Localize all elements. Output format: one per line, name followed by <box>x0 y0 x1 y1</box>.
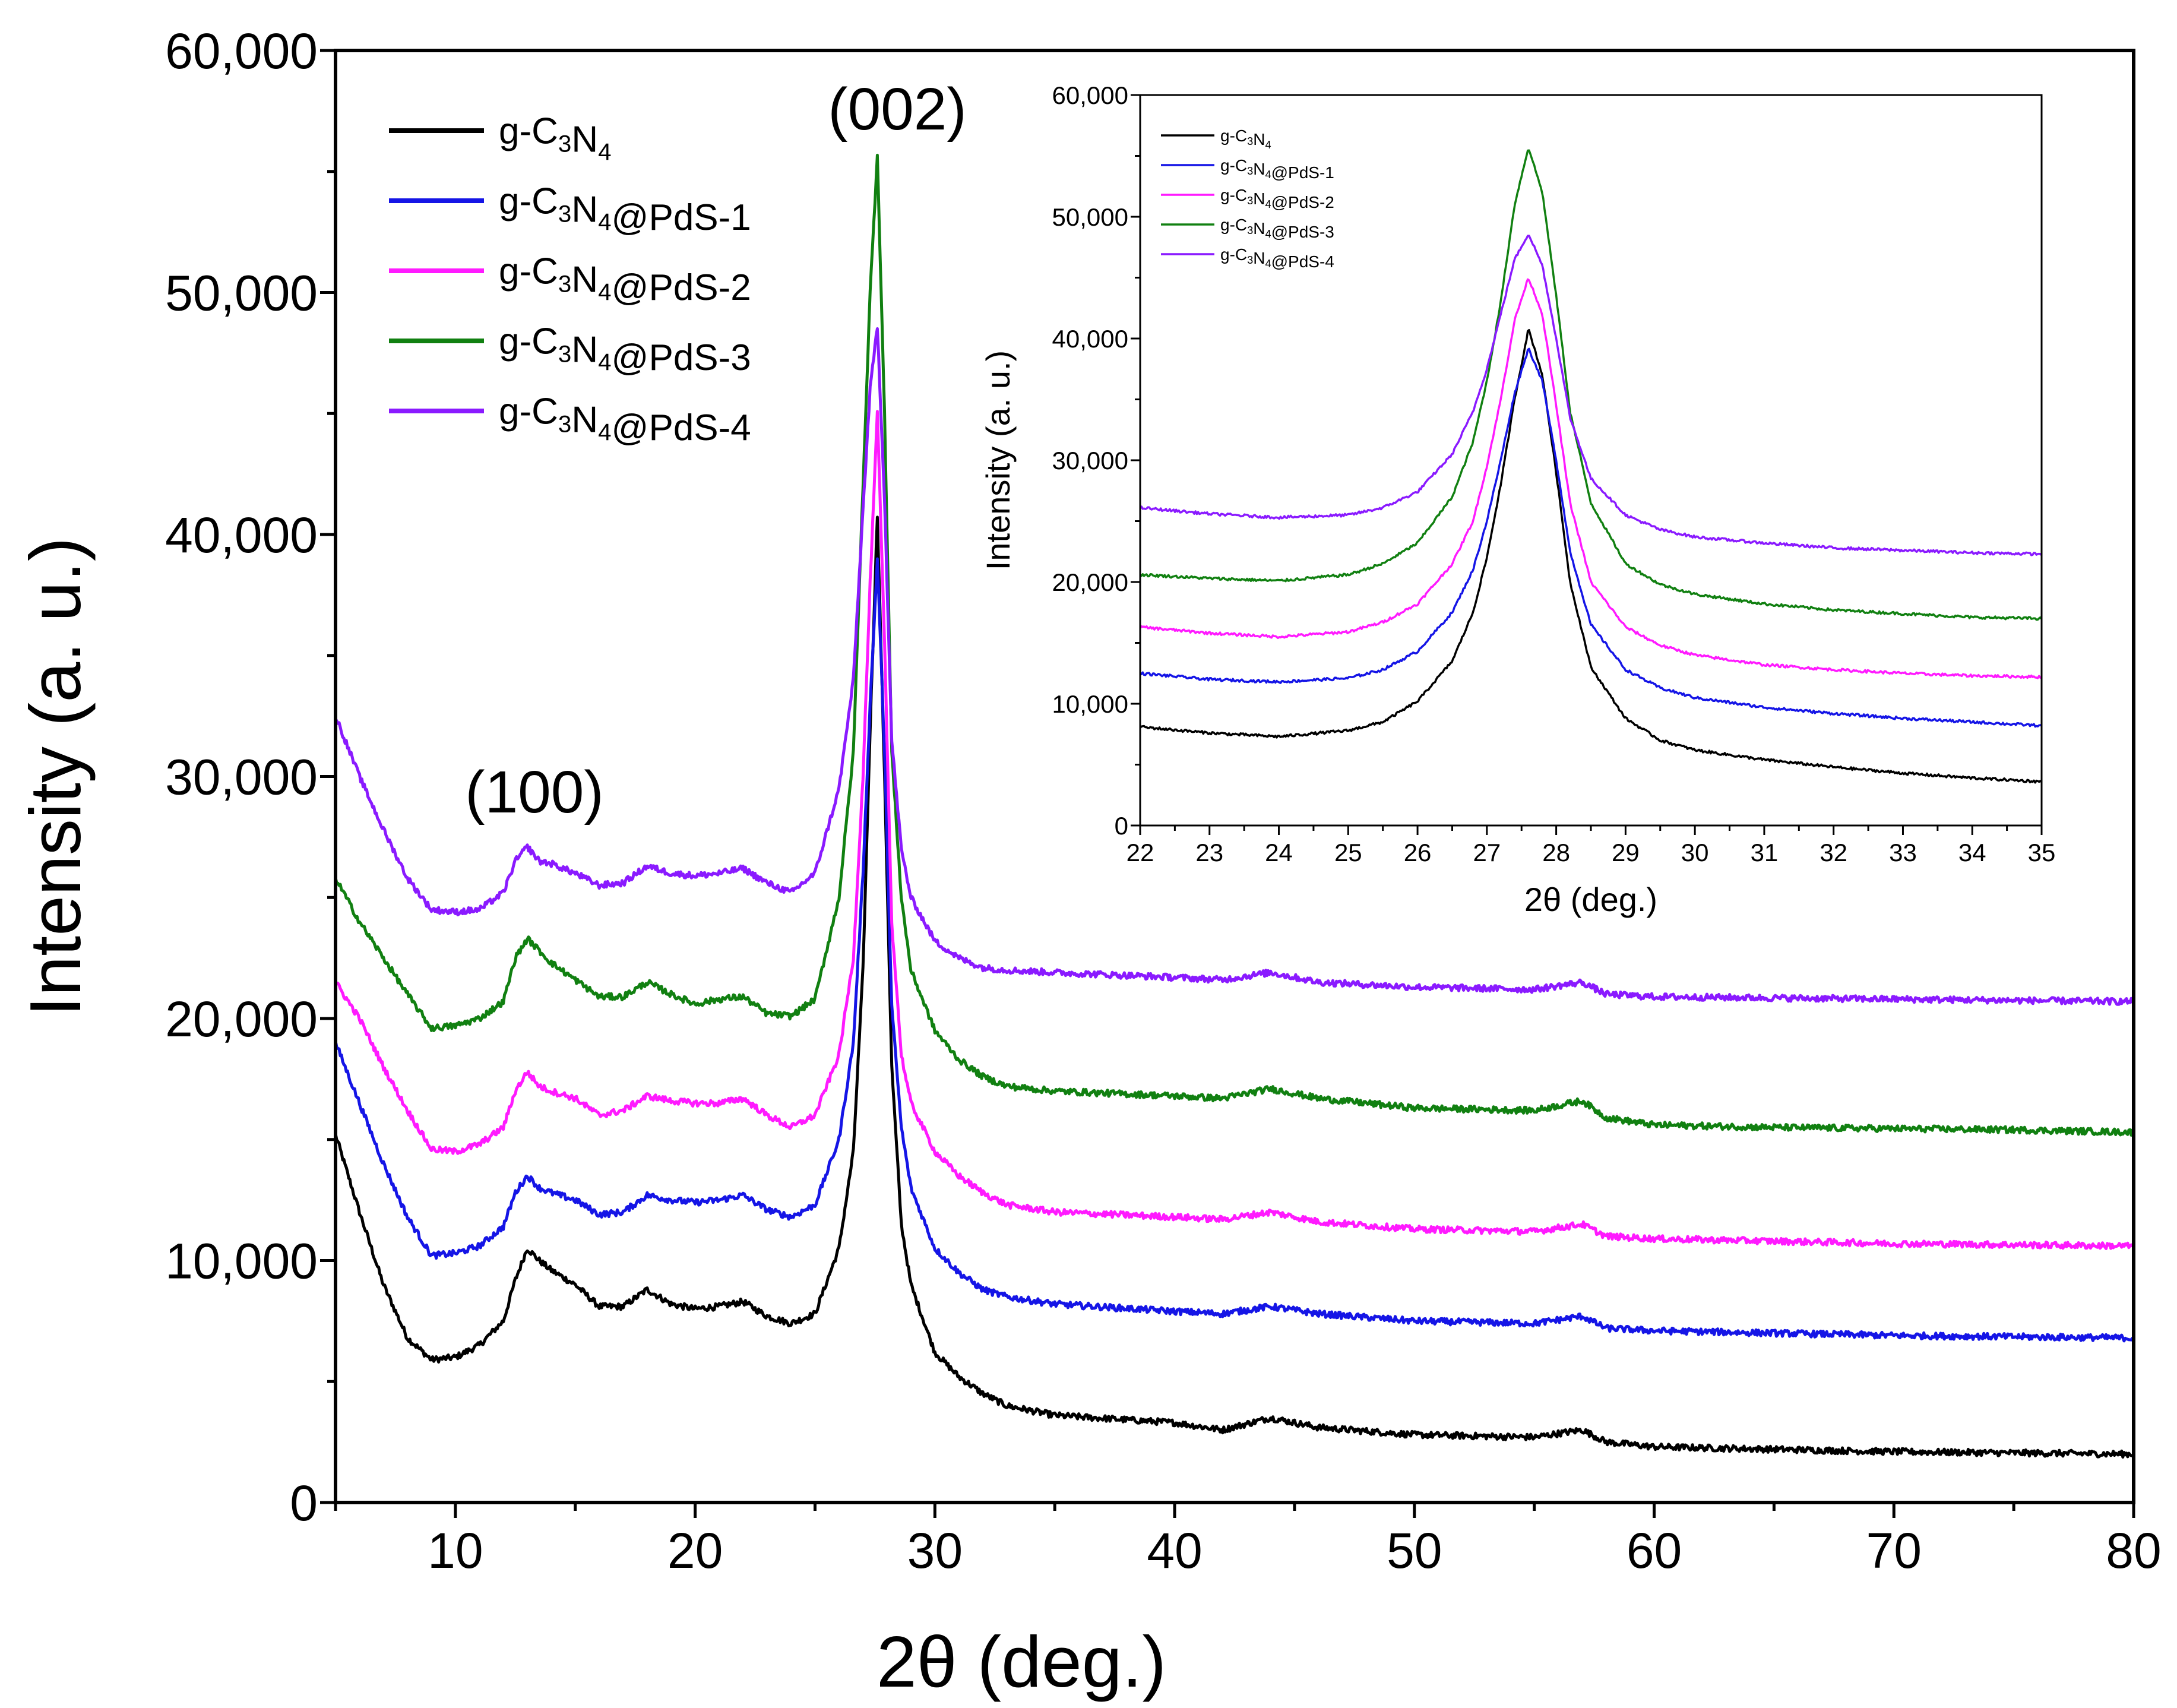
inset-y-tick-label: 60,000 <box>1052 81 1128 109</box>
inset-series-line-3 <box>1139 149 2043 621</box>
main-x-axis: 10 20 30 40 50 60 70 80 <box>334 1503 2162 1579</box>
inset-x-tick-label: 28 <box>1542 839 1570 866</box>
main-y-tick-label: 20,000 <box>165 991 318 1047</box>
main-y-tick-label: 10,000 <box>165 1233 318 1289</box>
inset-series-line-0 <box>1139 328 2042 784</box>
inset-legend: g-C3N4 g-C3N4@PdS-1 g-C3N4@PdS-2 g-C3N4@PdS… <box>1161 126 1334 271</box>
inset-x-tick-label: 22 <box>1127 839 1154 866</box>
main-x-tick-label: 20 <box>667 1523 723 1579</box>
inset-x-axis: 22 23 24 25 26 27 28 29 30 31 32 33 34 35 <box>1127 825 2056 866</box>
annotation-100: (100) <box>465 759 603 825</box>
inset-x-tick-label: 33 <box>1889 839 1917 866</box>
inset-x-tick-label: 29 <box>1612 839 1640 866</box>
main-y-tick-label: 60,000 <box>165 23 318 79</box>
inset-x-tick-label: 34 <box>1958 839 1986 866</box>
inset-legend-label-3: g-C3N4@PdS-3 <box>1220 216 1334 241</box>
main-legend-label-4: g-C3N4@PdS-4 <box>499 391 751 448</box>
main-x-tick-label: 10 <box>428 1523 483 1579</box>
inset-x-tick-label: 30 <box>1681 839 1709 866</box>
inset-x-tick-label: 27 <box>1473 839 1501 866</box>
inset-x-tick-label: 26 <box>1404 839 1432 866</box>
main-series-lines <box>334 153 2135 1459</box>
inset-series-line-4 <box>1140 235 2043 556</box>
inset-y-tick-label: 20,000 <box>1052 568 1128 596</box>
main-y-tick-label: 0 <box>290 1475 318 1531</box>
inset-y-tick-label: 0 <box>1115 812 1128 840</box>
main-legend-label-0: g-C3N4 <box>499 111 612 165</box>
inset-legend-label-4: g-C3N4@PdS-4 <box>1220 245 1334 271</box>
main-series-line-1 <box>334 557 2135 1343</box>
main-y-tick-label: 30,000 <box>165 749 318 805</box>
main-x-tick-label: 60 <box>1627 1523 1682 1579</box>
inset-x-tick-label: 23 <box>1195 839 1223 866</box>
main-series-line-0 <box>334 515 2134 1459</box>
main-y-tick-label: 50,000 <box>165 265 318 321</box>
inset-legend-label-2: g-C3N4@PdS-2 <box>1220 186 1334 211</box>
main-legend-label-1: g-C3N4@PdS-1 <box>499 181 751 238</box>
inset-y-axis-label: Intensity (a. u.) <box>979 350 1017 570</box>
main-y-axis: 0 10,000 20,000 30,000 40,000 50,000 60,000 <box>165 23 336 1531</box>
inset-y-tick-label: 30,000 <box>1052 447 1128 475</box>
inset-x-tick-label: 24 <box>1265 839 1293 866</box>
inset-x-axis-label: 2θ (deg.) <box>1524 881 1657 918</box>
inset-x-tick-label: 35 <box>2028 839 2056 866</box>
main-y-axis-label: Intensity (a. u.) <box>15 537 96 1017</box>
main-series-line-4 <box>334 327 2135 1006</box>
inset-series-line-1 <box>1139 347 2042 728</box>
inset-y-axis: 0 10,000 20,000 30,000 40,000 50,000 60,000 <box>1052 81 1140 840</box>
inset-x-tick-label: 25 <box>1334 839 1362 866</box>
inset-series-line-2 <box>1139 278 2042 679</box>
inset-x-tick-label: 31 <box>1751 839 1779 866</box>
main-x-tick-label: 40 <box>1147 1523 1202 1579</box>
annotation-002: (002) <box>828 76 966 143</box>
inset-y-tick-label: 40,000 <box>1052 325 1128 353</box>
main-x-tick-label: 50 <box>1387 1523 1442 1579</box>
inset-x-tick-label: 32 <box>1820 839 1847 866</box>
main-legend-label-3: g-C3N4@PdS-3 <box>499 321 751 378</box>
main-x-tick-label: 70 <box>1866 1523 1922 1579</box>
main-legend: g-C3N4 g-C3N4@PdS-1 g-C3N4@PdS-2 g-C3N4@PdS… <box>389 111 751 448</box>
main-x-tick-label: 80 <box>2106 1523 2161 1579</box>
inset-legend-label-0: g-C3N4 <box>1220 126 1271 151</box>
main-y-tick-label: 40,000 <box>165 507 318 563</box>
main-x-tick-label: 30 <box>907 1523 963 1579</box>
main-series-line-2 <box>334 410 2135 1250</box>
inset-y-tick-label: 50,000 <box>1052 203 1128 231</box>
inset-plot: 22 23 24 25 26 27 28 29 30 31 32 33 34 35 0 10,000 20,0… <box>979 81 2055 918</box>
main-series-line-3 <box>334 153 2135 1137</box>
main-plot: 10 20 30 40 50 60 70 80 0 10,000 20,000 30,000 40,0… <box>15 23 2162 1702</box>
main-legend-label-2: g-C3N4@PdS-2 <box>499 251 751 308</box>
inset-y-tick-label: 10,000 <box>1052 690 1128 718</box>
inset-legend-label-1: g-C3N4@PdS-1 <box>1220 156 1334 182</box>
inset-series-lines <box>1139 149 2043 784</box>
main-x-axis-label: 2θ (deg.) <box>877 1621 1166 1702</box>
